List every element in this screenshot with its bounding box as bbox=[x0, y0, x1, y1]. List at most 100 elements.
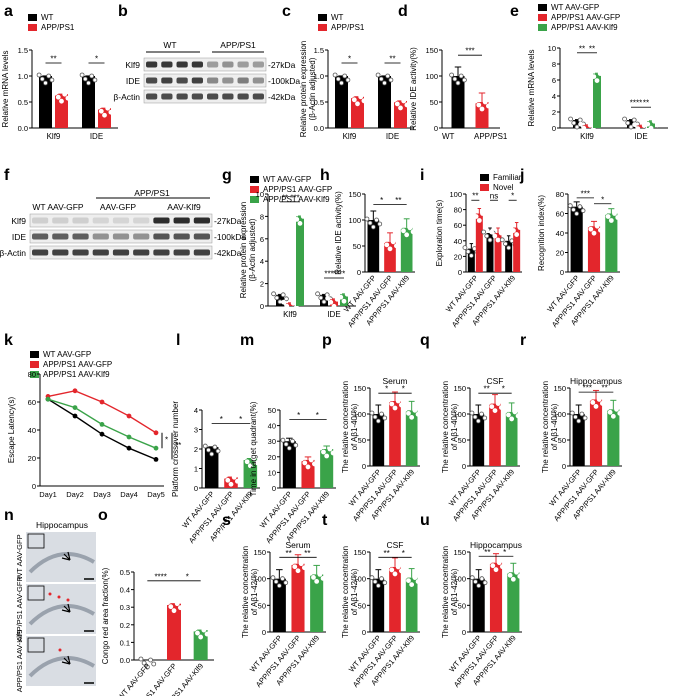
panel-j-bar bbox=[587, 226, 601, 272]
panel-p-dot bbox=[369, 410, 375, 416]
panel-g-y-tick-label: 8 bbox=[260, 212, 264, 221]
panel-h-bar bbox=[400, 227, 413, 272]
panel-o-dot bbox=[204, 631, 210, 637]
panel-e-y-tick-label: 8 bbox=[552, 60, 556, 69]
panel-i-y-tick-label: 100 bbox=[449, 190, 462, 199]
panel-t-dot bbox=[395, 564, 401, 570]
panel-o-dot bbox=[151, 661, 157, 667]
panel-f-blot-band bbox=[72, 249, 89, 256]
panel-j-dot bbox=[598, 227, 603, 233]
panel-s-sig-label: ** bbox=[286, 549, 292, 558]
panel-k-x-tick-label: Day4 bbox=[120, 490, 138, 499]
panel-l-y-tick-label: 3 bbox=[194, 426, 198, 435]
panel-b-blot-band bbox=[222, 93, 234, 100]
panel-r-y-tick-label: 50 bbox=[558, 436, 566, 445]
panel-f-blot-band bbox=[173, 249, 190, 256]
panel-f-blot-band bbox=[153, 249, 170, 256]
panel-n-row-label: WT AAV-GFP bbox=[15, 534, 24, 579]
panel-u-dot bbox=[473, 579, 478, 585]
panel-l-dot bbox=[251, 456, 256, 462]
panel-q-dot bbox=[495, 401, 501, 407]
panel-a-legend-item: APP/PS1 bbox=[41, 23, 75, 32]
panel-l-dot bbox=[212, 444, 218, 450]
panel-u-y-label: of Aβ1-42(%) bbox=[450, 568, 459, 615]
panel-p-y-tick-label: 150 bbox=[353, 384, 366, 393]
panel-g-IDE-dot bbox=[335, 290, 341, 296]
panel-g-Klf9-dot bbox=[297, 220, 303, 226]
panel-j-dot bbox=[577, 204, 583, 210]
panel-g-y-label: (β-Actin adjusted) bbox=[248, 218, 257, 281]
panel-u-dot bbox=[479, 576, 485, 582]
panel-p-dot bbox=[392, 405, 398, 411]
panel-d-dot bbox=[455, 80, 461, 86]
panel-e-IDE-dot bbox=[645, 121, 651, 127]
panel-t-dot bbox=[392, 571, 398, 577]
panel-s-y-tick-label: 50 bbox=[258, 601, 266, 610]
panel-d-dot bbox=[479, 106, 485, 112]
panel-i-bar bbox=[475, 213, 483, 272]
panel-label-h: h bbox=[320, 167, 330, 184]
panel-l-y-label: Platform crossover number bbox=[171, 401, 180, 497]
panel-label-n: n bbox=[4, 507, 14, 524]
panel-o-bar bbox=[193, 630, 208, 660]
panel-b-blot-band bbox=[207, 77, 219, 84]
histology-inset bbox=[27, 585, 45, 601]
panel-q-y-tick-label: 50 bbox=[458, 436, 466, 445]
panel-d-dot bbox=[449, 72, 455, 78]
panel-u-dot bbox=[499, 564, 505, 570]
panel-r-dot bbox=[610, 413, 616, 419]
panel-g-legend-swatch bbox=[250, 186, 259, 193]
panel-c-IDE-dot bbox=[391, 97, 397, 103]
panel-label-m: m bbox=[240, 332, 254, 349]
panel-e-Klf9-dot bbox=[591, 74, 597, 79]
panel-label-d: d bbox=[398, 3, 408, 20]
panel-p-dot bbox=[398, 402, 404, 408]
panel-p-dot bbox=[412, 407, 418, 413]
panel-o-dot bbox=[195, 630, 200, 636]
panel-g-IDE-dot bbox=[325, 295, 331, 301]
panel-c-x-tick-label: IDE bbox=[386, 132, 399, 141]
panel-i-bar bbox=[467, 248, 475, 272]
panel-a-legend-swatch bbox=[28, 24, 37, 31]
panel-j-dot bbox=[608, 218, 614, 223]
panel-b-blot-band bbox=[191, 61, 203, 68]
panel-i-bar bbox=[494, 233, 502, 272]
panel-n-row-label: APP/PS1 AAV-Klf9 bbox=[15, 630, 24, 692]
panel-m-y-tick-label: 50 bbox=[268, 406, 276, 415]
panel-label-p: p bbox=[322, 332, 332, 349]
panel-i-dot bbox=[489, 229, 495, 235]
panel-u-y-tick-label: 50 bbox=[458, 601, 466, 610]
panel-h-dot bbox=[374, 217, 379, 223]
panel-h-dot bbox=[404, 232, 410, 238]
panel-g-sig-label: **** bbox=[333, 270, 345, 279]
panel-j-dot bbox=[612, 211, 617, 216]
panel-c-Klf9-dot bbox=[355, 101, 360, 107]
panel-q-bar bbox=[472, 414, 485, 466]
panel-t-y-tick-label: 150 bbox=[353, 548, 366, 557]
panel-e-IDE-dot bbox=[635, 126, 641, 132]
panel-h-y-tick-label: 0 bbox=[357, 268, 361, 277]
panel-k-sig-label: ** bbox=[175, 441, 181, 450]
panel-r-dot bbox=[614, 406, 619, 412]
panel-label-g: g bbox=[222, 167, 232, 184]
panel-c-Klf9-bar bbox=[351, 96, 364, 128]
panel-f-blot-band bbox=[92, 217, 109, 224]
panel-h-dot bbox=[384, 242, 390, 248]
panel-b-blot-band bbox=[176, 93, 188, 100]
panel-e-IDE-dot bbox=[655, 122, 660, 128]
panel-l-dot bbox=[254, 460, 260, 466]
panel-b-size-label: -42kDa bbox=[268, 92, 296, 102]
panel-g-Klf9-dot bbox=[271, 291, 277, 297]
panel-r-dot bbox=[590, 400, 596, 405]
panel-g-IDE-dot bbox=[315, 291, 321, 297]
panel-k-x-tick-label: Day5 bbox=[147, 490, 165, 499]
panel-label-j: j bbox=[519, 167, 524, 184]
panel-l-dot bbox=[206, 447, 211, 453]
panel-u-y-tick-label: 0 bbox=[462, 628, 466, 637]
panel-s-sig-label: ** bbox=[304, 549, 310, 558]
panel-a-Klf9-dot bbox=[55, 94, 61, 100]
panel-d-dot bbox=[482, 99, 488, 105]
panel-i-dot bbox=[465, 249, 471, 255]
panel-f-header: AAV-GFP bbox=[100, 202, 137, 212]
panel-d-y-tick-label: 50 bbox=[430, 98, 438, 107]
